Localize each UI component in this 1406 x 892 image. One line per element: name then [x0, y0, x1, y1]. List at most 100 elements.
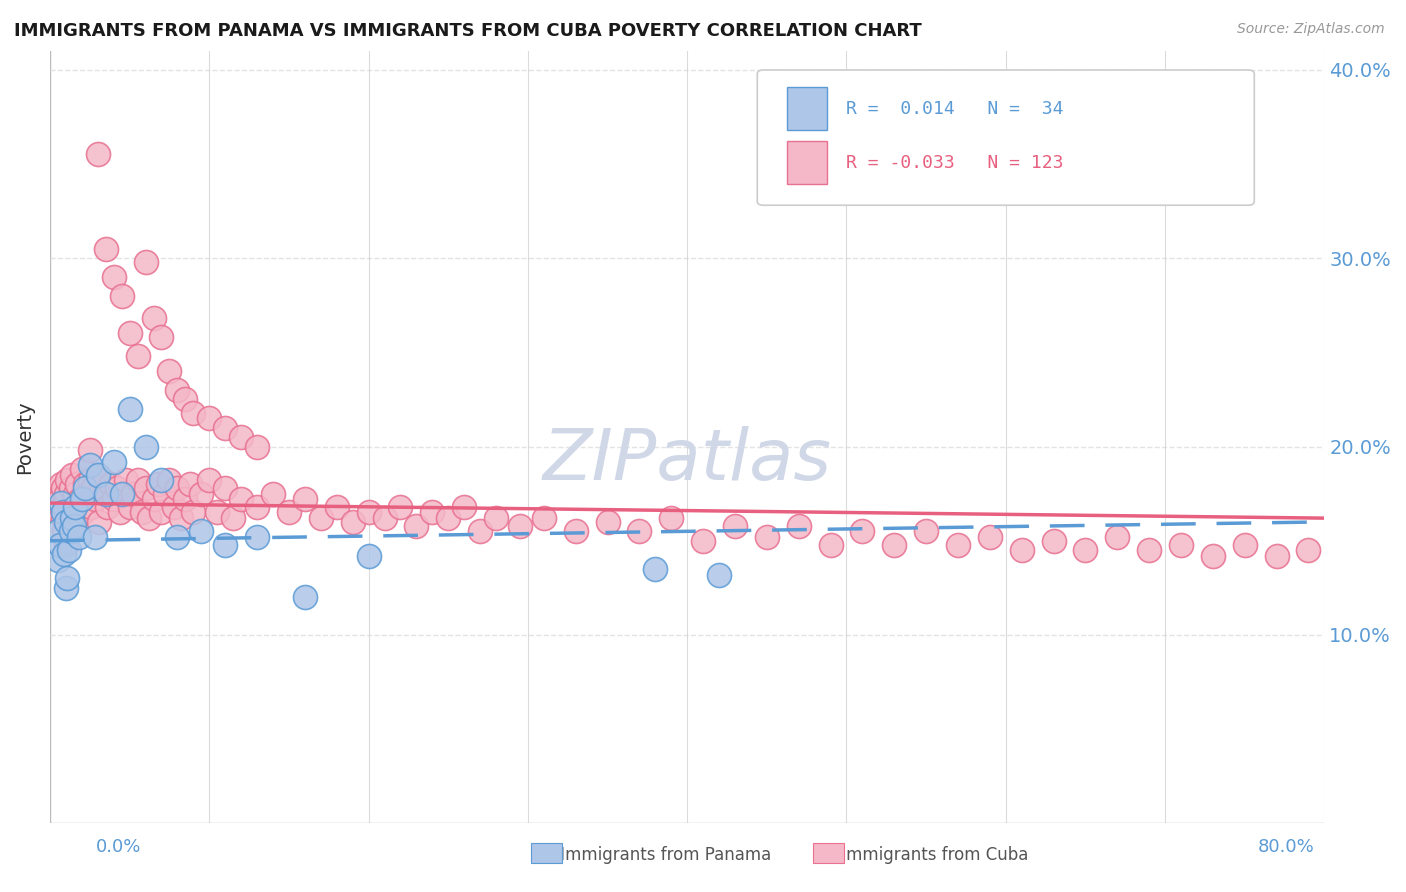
- Point: [89, 515, 111, 529]
- Text: R = -0.033   N = 123: R = -0.033 N = 123: [846, 153, 1064, 172]
- Bar: [786, 87, 827, 130]
- Point: [468, 524, 491, 539]
- Point: [52, 506, 75, 520]
- Point: [138, 511, 160, 525]
- Point: [198, 474, 221, 488]
- Point: [52, 511, 75, 525]
- Point: [179, 477, 201, 491]
- Point: [82, 481, 104, 495]
- Point: [118, 326, 141, 341]
- Point: [142, 492, 165, 507]
- Point: [309, 511, 332, 525]
- Point: [357, 549, 380, 563]
- Point: [115, 474, 138, 488]
- Point: [59, 524, 82, 539]
- Point: [111, 289, 134, 303]
- Point: [533, 511, 555, 525]
- Point: [56, 571, 79, 585]
- Point: [659, 511, 682, 525]
- Point: [169, 511, 191, 525]
- Point: [131, 506, 153, 520]
- Point: [83, 492, 105, 507]
- Point: [111, 486, 134, 500]
- Point: [70, 462, 93, 476]
- Point: [325, 500, 347, 514]
- Text: R =  0.014   N =  34: R = 0.014 N = 34: [846, 100, 1064, 118]
- Point: [63, 518, 86, 533]
- Point: [166, 481, 188, 495]
- Point: [294, 492, 316, 507]
- Point: [153, 486, 176, 500]
- Point: [222, 511, 245, 525]
- Point: [342, 515, 364, 529]
- Point: [1107, 530, 1129, 544]
- Point: [46, 552, 69, 566]
- Point: [357, 506, 380, 520]
- Point: [231, 492, 253, 507]
- Point: [1011, 543, 1033, 558]
- Point: [105, 481, 128, 495]
- Point: [207, 506, 229, 520]
- Point: [707, 567, 730, 582]
- Text: IMMIGRANTS FROM PANAMA VS IMMIGRANTS FROM CUBA POVERTY CORRELATION CHART: IMMIGRANTS FROM PANAMA VS IMMIGRANTS FRO…: [14, 22, 922, 40]
- Point: [183, 506, 205, 520]
- Point: [53, 524, 76, 539]
- Point: [59, 481, 82, 495]
- Point: [67, 506, 90, 520]
- Point: [79, 443, 101, 458]
- Point: [121, 486, 143, 500]
- Point: [755, 530, 778, 544]
- Point: [262, 486, 284, 500]
- Point: [90, 481, 112, 495]
- Point: [150, 506, 173, 520]
- FancyBboxPatch shape: [758, 70, 1254, 205]
- Point: [163, 500, 186, 514]
- Point: [150, 474, 173, 488]
- Point: [159, 474, 181, 488]
- Point: [485, 511, 508, 525]
- Point: [564, 524, 586, 539]
- Point: [79, 474, 101, 488]
- Point: [87, 467, 110, 482]
- Point: [55, 515, 77, 529]
- Point: [55, 537, 77, 551]
- Point: [231, 430, 253, 444]
- Point: [103, 269, 125, 284]
- Point: [67, 530, 90, 544]
- Text: ZIPatlas: ZIPatlas: [543, 425, 832, 495]
- Point: [108, 506, 131, 520]
- Text: Source: ZipAtlas.com: Source: ZipAtlas.com: [1237, 22, 1385, 37]
- Point: [55, 581, 77, 595]
- Point: [94, 486, 117, 500]
- Point: [65, 500, 87, 514]
- Y-axis label: Poverty: Poverty: [15, 401, 34, 474]
- Point: [103, 492, 125, 507]
- Point: [135, 440, 157, 454]
- Point: [166, 530, 188, 544]
- Point: [787, 518, 810, 533]
- Point: [883, 537, 905, 551]
- Point: [820, 537, 842, 551]
- Point: [174, 492, 197, 507]
- Point: [135, 254, 157, 268]
- Point: [190, 524, 212, 539]
- Point: [48, 537, 70, 551]
- Point: [214, 537, 236, 551]
- Point: [118, 500, 141, 514]
- Point: [437, 511, 460, 525]
- Point: [214, 420, 236, 434]
- Point: [628, 524, 651, 539]
- Point: [1170, 537, 1192, 551]
- Point: [70, 492, 93, 507]
- Point: [1074, 543, 1097, 558]
- Point: [1042, 533, 1064, 548]
- Point: [56, 474, 79, 488]
- Point: [979, 530, 1001, 544]
- Point: [851, 524, 873, 539]
- Point: [148, 477, 170, 491]
- Point: [373, 511, 395, 525]
- Point: [142, 311, 165, 326]
- Point: [65, 486, 87, 500]
- Point: [100, 477, 122, 491]
- Point: [72, 506, 94, 520]
